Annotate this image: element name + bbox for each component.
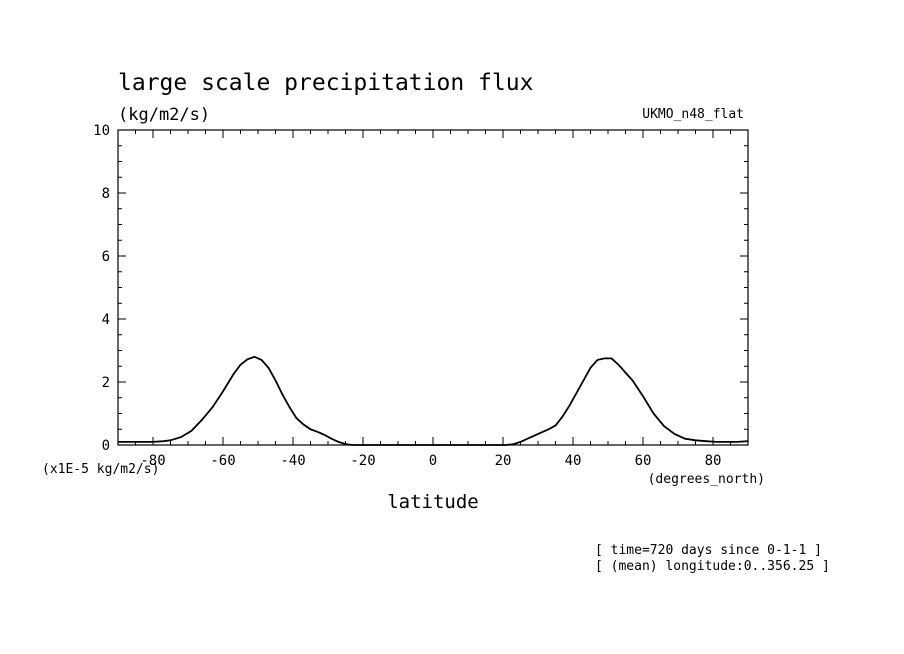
- model-label: UKMO_n48_flat: [642, 107, 744, 122]
- x-tick-label: -20: [350, 453, 375, 469]
- x-unit-label: (degrees_north): [648, 472, 765, 487]
- y-tick-label: 4: [102, 312, 110, 328]
- axis-ticks: [117, 129, 749, 446]
- plot-frame: [117, 129, 749, 446]
- scale-note: (x1E-5 kg/m2/s): [42, 462, 159, 477]
- y-tick-label: 0: [102, 438, 110, 454]
- units-label: (kg/m2/s): [118, 105, 210, 125]
- x-axis-label: latitude: [387, 491, 479, 513]
- x-tick-label: 60: [635, 453, 652, 469]
- x-tick-label: 80: [705, 453, 722, 469]
- x-tick-label: 40: [565, 453, 582, 469]
- series-line-ukmo-n48-flat: [118, 355, 749, 446]
- x-tick-label: -40: [280, 453, 305, 469]
- y-tick-label: 6: [102, 249, 110, 265]
- x-tick-label: -80: [140, 453, 165, 469]
- y-tick-label: 10: [93, 123, 110, 139]
- y-tick-label: 2: [102, 375, 110, 391]
- chart-title: large scale precipitation flux: [118, 70, 533, 96]
- x-tick-label: 20: [495, 453, 512, 469]
- time-note: [ time=720 days since 0-1-1 ]: [595, 543, 822, 558]
- mean-note: [ (mean) longitude:0..356.25 ]: [595, 559, 830, 574]
- y-tick-label: 8: [102, 186, 110, 202]
- x-tick-label: -60: [210, 453, 235, 469]
- x-tick-label: 0: [429, 453, 437, 469]
- axis-tick-labels: -80 -60 -40 -20 0 20 40 60 80 0 2 4 6 8 10: [93, 123, 721, 469]
